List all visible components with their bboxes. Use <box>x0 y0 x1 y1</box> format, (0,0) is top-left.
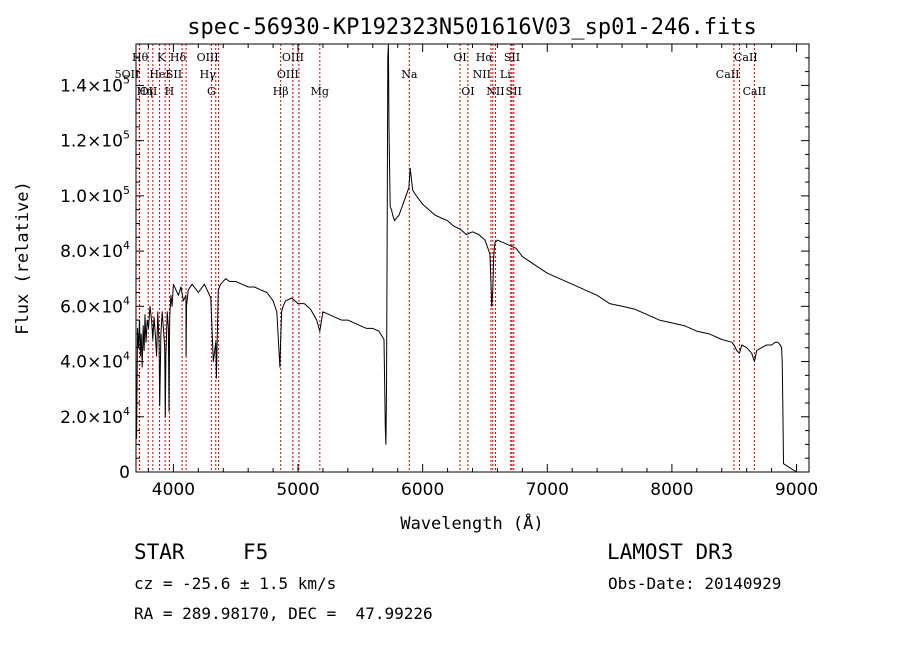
line-label-20: H <box>165 85 175 98</box>
y-axis: 0 2.0×104 4.0×104 6.0×104 8.0×104 1.0×105 1.2×… <box>60 57 809 483</box>
line-label-21: G <box>207 85 216 98</box>
line-label-16: Li <box>500 68 511 81</box>
x-tick-label-0: 4000 <box>152 480 195 500</box>
line-label-27: CaII <box>743 85 767 98</box>
x-tick-label-2: 6000 <box>401 480 444 500</box>
y-tick-label-5: 1.0×105 <box>60 184 130 207</box>
x-axis: 4000 5000 6000 7000 8000 9000 <box>147 44 818 500</box>
line-label-6: Hα <box>476 51 494 64</box>
line-label-10: HeI <box>149 68 169 81</box>
object-type: STAR <box>134 540 185 564</box>
line-label-0: Hθ <box>132 51 149 64</box>
line-label-17: CaII <box>716 68 740 81</box>
line-label-3: OIII <box>197 51 219 64</box>
line-label-1: K <box>157 51 166 64</box>
spectral-class: F5 <box>243 540 269 564</box>
line-label-4: OIII <box>282 51 304 64</box>
y-tick-label-4: 8.0×104 <box>60 239 130 262</box>
line-label-25: NII <box>486 85 504 98</box>
series-0 <box>136 43 797 473</box>
x-tick-label-4: 8000 <box>650 480 693 500</box>
line-label-11: SII <box>166 68 182 81</box>
y-tick-label-6: 1.2×105 <box>60 129 130 152</box>
line-label-13: OIII <box>277 68 299 81</box>
x-tick-label-5: 9000 <box>775 480 818 500</box>
line-label-5: OI <box>453 51 466 64</box>
obs-date: Obs-Date: 20140929 <box>608 574 782 593</box>
chart-title: spec-56930-KP192323N501616V03_sp01-246.f… <box>187 15 757 40</box>
y-tick-label-1: 2.0×104 <box>60 405 130 428</box>
line-label-8: CaII <box>734 51 758 64</box>
line-label-7: SII <box>504 51 520 64</box>
survey-name: LAMOST DR3 <box>607 540 734 564</box>
line-label-22: Hβ <box>273 85 289 98</box>
x-tick-label-3: 7000 <box>526 480 569 500</box>
line-label-23: Mg <box>311 85 329 98</box>
line-label-24: OI <box>461 85 474 98</box>
coordinates: RA = 289.98170, DEC = 47.99226 <box>134 604 433 623</box>
y-tick-label-0: 0 <box>119 463 130 483</box>
series-layer <box>136 43 797 473</box>
y-tick-label-3: 6.0×104 <box>60 294 130 317</box>
line-label-9: 5OII <box>115 68 140 81</box>
line-label-26: SII <box>506 85 522 98</box>
x-tick-label-1: 5000 <box>276 480 319 500</box>
y-tick-label-7: 1.4×105 <box>60 73 130 96</box>
y-tick-label-2: 4.0×104 <box>60 350 130 373</box>
line-label-15: NII <box>473 68 491 81</box>
line-label-12: Hγ <box>200 68 217 81</box>
line-label-14: Na <box>401 68 418 81</box>
line-label-18: OII <box>140 85 158 98</box>
redshift-cz: cz = -25.6 ± 1.5 km/s <box>134 574 337 593</box>
line-label-2: Hδ <box>170 51 187 64</box>
line-label-19: Hη <box>137 85 153 98</box>
spectral-line-markers <box>138 44 755 472</box>
y-axis-label: Flux (relative) <box>13 181 33 335</box>
plot-frame <box>135 43 810 473</box>
x-axis-label: Wavelength (Å) <box>400 512 543 534</box>
